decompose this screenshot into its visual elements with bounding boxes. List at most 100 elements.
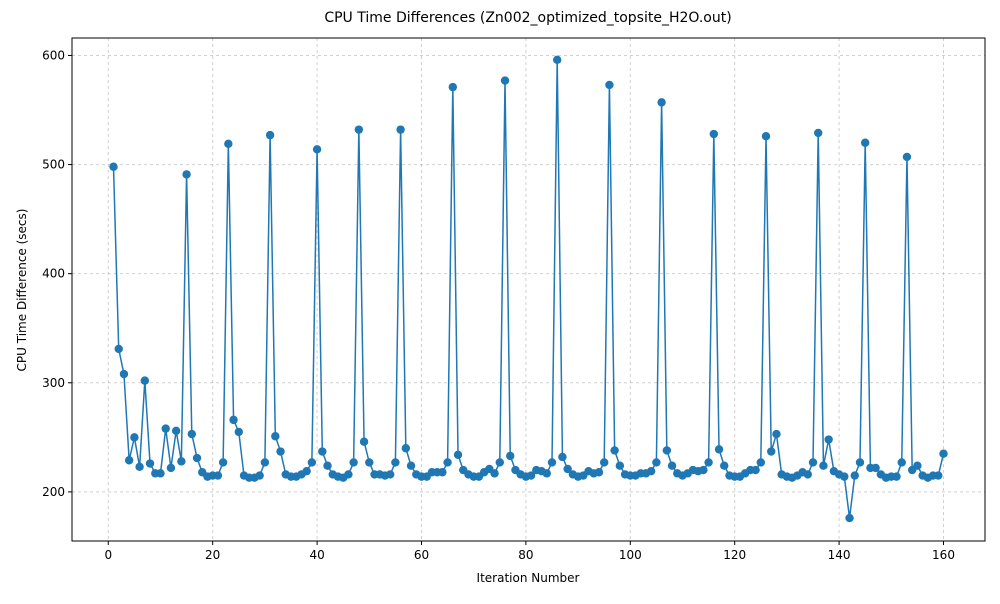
point — [344, 470, 353, 479]
point — [156, 469, 165, 478]
point — [124, 456, 134, 465]
point — [391, 458, 400, 467]
x-tick-label: 40 — [309, 548, 324, 562]
point — [271, 432, 280, 441]
point — [667, 461, 677, 470]
point — [599, 458, 609, 467]
x-tick-label: 20 — [205, 548, 220, 562]
point — [772, 429, 781, 439]
point — [547, 458, 557, 467]
point — [913, 461, 922, 470]
point — [646, 466, 656, 476]
point — [840, 472, 849, 481]
point — [224, 139, 233, 149]
point — [542, 469, 551, 478]
point — [443, 458, 452, 467]
y-axis-label: CPU Time Difference (secs) — [15, 209, 29, 372]
point — [359, 437, 369, 446]
point — [506, 451, 515, 461]
point — [720, 461, 729, 470]
point — [385, 470, 395, 479]
point — [751, 465, 760, 475]
point — [594, 468, 604, 477]
point — [892, 472, 901, 481]
y-tick-label: 300 — [42, 376, 65, 390]
point — [453, 450, 463, 460]
point — [714, 445, 724, 454]
x-tick-label: 120 — [723, 548, 746, 562]
point — [401, 444, 411, 453]
point — [448, 82, 458, 92]
point — [814, 128, 823, 138]
x-tick-label: 140 — [828, 548, 851, 562]
point — [438, 468, 447, 477]
point — [610, 446, 619, 455]
point — [182, 170, 191, 179]
point — [934, 471, 943, 480]
point — [615, 461, 625, 470]
point — [845, 513, 854, 523]
y-tick-label: 600 — [42, 48, 65, 62]
point — [819, 461, 828, 470]
point — [171, 426, 181, 435]
point — [109, 162, 118, 171]
plot — [109, 55, 948, 523]
point — [495, 458, 504, 467]
point — [699, 465, 708, 475]
x-tick-label: 80 — [518, 548, 533, 562]
point — [396, 125, 405, 134]
point — [260, 458, 270, 467]
point — [756, 458, 765, 467]
point — [406, 461, 416, 470]
point — [558, 452, 567, 462]
point — [218, 458, 228, 467]
point — [302, 466, 311, 476]
point — [213, 471, 223, 480]
point — [652, 458, 661, 467]
point — [500, 76, 510, 85]
point — [803, 470, 812, 479]
x-tick-label: 160 — [932, 548, 955, 562]
point — [166, 463, 176, 473]
point — [490, 469, 499, 478]
point — [553, 55, 562, 65]
y-tick-label: 400 — [42, 267, 65, 281]
point — [140, 376, 150, 385]
point — [902, 152, 912, 162]
point — [307, 458, 317, 467]
point — [605, 80, 614, 90]
point — [229, 415, 238, 425]
point — [657, 98, 666, 107]
point — [855, 458, 865, 467]
point — [808, 458, 818, 467]
plot-frame — [71, 37, 986, 542]
point — [767, 447, 776, 456]
point — [145, 459, 155, 468]
point — [135, 462, 144, 472]
point — [318, 447, 327, 456]
point — [265, 130, 275, 140]
point — [323, 461, 332, 470]
point — [114, 344, 123, 354]
point — [354, 125, 364, 134]
point — [365, 458, 374, 467]
point — [312, 145, 322, 154]
point — [187, 429, 197, 439]
point — [119, 369, 129, 379]
point — [234, 427, 243, 437]
point — [939, 449, 948, 458]
chart-title: CPU Time Differences (Zn002_optimized_to… — [324, 10, 731, 26]
point — [709, 129, 719, 139]
point — [349, 458, 358, 467]
point — [897, 458, 906, 467]
point — [563, 464, 572, 474]
point — [824, 435, 833, 444]
point — [130, 433, 139, 442]
x-axis-label: Iteration Number — [477, 571, 580, 585]
point — [276, 447, 285, 456]
point — [850, 471, 859, 480]
point — [662, 446, 672, 455]
point — [761, 131, 771, 141]
